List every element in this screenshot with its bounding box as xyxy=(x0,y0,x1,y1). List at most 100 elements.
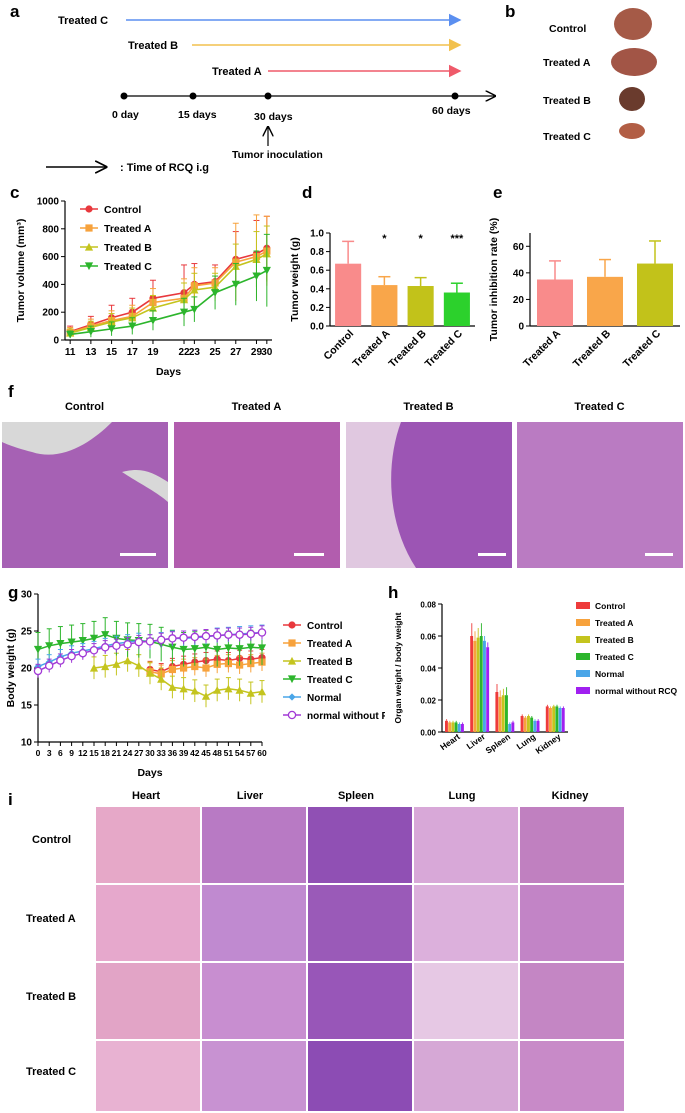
c-treated-c-point-17 xyxy=(128,322,137,331)
g-treated-c-point-12 xyxy=(78,637,87,645)
g-normal-without-rcq-point-3 xyxy=(44,661,54,671)
organ-image-treated-b-kidney xyxy=(520,963,624,1039)
g-treated-b-point-42 xyxy=(190,686,199,695)
tumor-inhibition-chart: 0 20 40 60 Tumor inhibition rate (%) Treated … xyxy=(488,218,680,370)
h-liver-treated-a-bar xyxy=(473,640,477,732)
h-heart-normal-without-rcq-bar xyxy=(461,724,464,732)
d-treated-c-significance: *** xyxy=(450,233,464,245)
h-tick-label-kidney: Kidney xyxy=(534,731,563,756)
h-lung-normal-bar xyxy=(533,720,537,732)
e-ytick-label-60: 60 xyxy=(513,242,525,253)
h-spleen-control-bar xyxy=(495,692,499,732)
g-treated-c-point-60 xyxy=(257,644,267,653)
g-xtick-label-39: 39 xyxy=(179,748,189,758)
c-legend-control-label: Control xyxy=(104,204,141,216)
h-lung-treated-a-bar xyxy=(523,717,527,732)
d-ytick-label-0-4: 0.4 xyxy=(310,284,324,295)
g-treated-a-point-45 xyxy=(202,664,210,672)
h-heart-treated-a-bar xyxy=(448,722,452,732)
h-liver-control-bar xyxy=(470,636,474,732)
d-treated-b-tick-label: Treated B xyxy=(386,327,429,370)
g-normal-without-rcq-point-54 xyxy=(235,630,244,639)
g-treated-c-point-45 xyxy=(201,643,211,652)
organ-image-treated-a-lung xyxy=(414,885,518,961)
organ-image-control-heart xyxy=(96,807,200,883)
g-xlabel: Days xyxy=(137,767,162,779)
g-normal-without-rcq-point-27 xyxy=(134,637,144,647)
g-xtick-label-54: 54 xyxy=(235,748,245,758)
h-heart-normal-bar xyxy=(457,724,461,732)
g-normal-without-rcq-point-15 xyxy=(89,645,99,655)
g-normal-without-rcq-point-45 xyxy=(201,631,211,641)
organ-column-spleen: Spleen xyxy=(337,790,375,802)
e-ytick-label-20: 20 xyxy=(513,295,525,306)
organ-image-control-liver xyxy=(202,807,306,883)
c-treated-c-point-30 xyxy=(262,266,271,275)
h-kidney-normal-without-rcq-bar xyxy=(561,708,565,732)
g-ylabel: Body weight (g) xyxy=(5,629,17,708)
c-xlabel: Days xyxy=(156,366,181,378)
g-legend-control-label: Control xyxy=(307,621,343,632)
h-heart-treated-b-bar xyxy=(451,722,455,732)
c-xtick-label-23: 23 xyxy=(189,347,201,358)
tumor-label-treated-c: Treated C xyxy=(543,131,591,143)
g-treated-b-point-57 xyxy=(246,689,255,697)
g-treated-c-point-18 xyxy=(101,631,110,639)
h-legend-treated-a-label: Treated A xyxy=(595,618,633,628)
h-legend-normal-without-rcq-swatch xyxy=(576,687,590,694)
organ-histology-grid xyxy=(96,807,624,1111)
g-treated-c-point-6 xyxy=(56,639,65,648)
g-treated-b-point-30 xyxy=(145,669,155,677)
g-normal-without-rcq-point-42 xyxy=(190,632,200,642)
c-treated-c-point-25 xyxy=(210,289,220,297)
e-ytick-label-40: 40 xyxy=(513,268,525,279)
organ-ratio-chart: 0.00 0.02 0.04 0.06 0.08 Organ weight / body … xyxy=(393,601,678,756)
e-ylabel: Tumor inhibition rate (%) xyxy=(488,218,500,341)
g-xtick-label-24: 24 xyxy=(123,748,133,758)
organ-image-treated-a-liver xyxy=(202,885,306,961)
g-treated-b-point-18 xyxy=(101,662,110,671)
organ-image-treated-c-heart xyxy=(96,1041,200,1111)
c-treated-c-point-29 xyxy=(252,272,261,281)
g-normal-without-rcq-point-12 xyxy=(78,648,88,658)
g-normal-without-rcq-point-6 xyxy=(56,656,65,665)
tumor-photo-control xyxy=(614,8,652,40)
g-treated-a-point-42 xyxy=(191,662,199,671)
inoculation-label: Tumor inoculation xyxy=(232,149,323,161)
g-normal-without-rcq-point-21 xyxy=(112,641,121,651)
g-legend-normal-without-rcq-label: normal without RCQ xyxy=(307,711,385,722)
c-ytick-label-0: 0 xyxy=(53,336,59,347)
tumor-photo-treated-a xyxy=(611,48,657,76)
g-ytick-label-25: 25 xyxy=(21,627,33,638)
g-treated-c-point-39 xyxy=(179,645,188,654)
g-normal-without-rcq-point-36 xyxy=(168,634,177,643)
organ-image-treated-c-spleen xyxy=(308,1041,412,1111)
g-treated-c-point-54 xyxy=(235,645,244,653)
c-legend-treated-b-label: Treated B xyxy=(104,242,152,254)
organ-row-treated-a: Treated A xyxy=(26,913,76,925)
panel-letter-i: i xyxy=(8,790,13,809)
d-ytick-label-0-2: 0.2 xyxy=(310,303,324,314)
d-treated-c-bar xyxy=(443,292,470,326)
h-kidney-normal-bar xyxy=(558,708,562,732)
organ-column-lung: Lung xyxy=(448,790,476,802)
g-xtick-label-36: 36 xyxy=(168,748,178,758)
g-legend-treated-c-marker xyxy=(287,675,297,684)
d-ytick-label-0-0: 0.0 xyxy=(310,322,324,333)
c-treated-c-point-27 xyxy=(231,280,240,289)
g-normal-without-rcq-point-9 xyxy=(67,651,76,661)
histology-label-treated-c: Treated C xyxy=(574,401,625,413)
g-legend-treated-c-label: Treated C xyxy=(307,675,353,686)
h-legend-normal-swatch xyxy=(576,670,590,677)
c-xtick-label-11: 11 xyxy=(65,347,76,358)
c-ytick-label-1000: 1000 xyxy=(37,197,60,208)
g-xtick-label-15: 15 xyxy=(89,748,99,758)
g-normal-without-rcq-point-18 xyxy=(100,643,110,652)
c-legend-treated-c-label: Treated C xyxy=(104,261,152,273)
g-xtick-label-42: 42 xyxy=(190,748,200,758)
timeline-point-0 xyxy=(120,92,128,100)
h-kidney-treated-b-bar xyxy=(552,706,556,732)
h-ylabel: Organ weight / body weight xyxy=(393,612,403,723)
g-treated-c-point-48 xyxy=(213,645,222,654)
g-normal-without-rcq-point-0 xyxy=(33,666,43,676)
